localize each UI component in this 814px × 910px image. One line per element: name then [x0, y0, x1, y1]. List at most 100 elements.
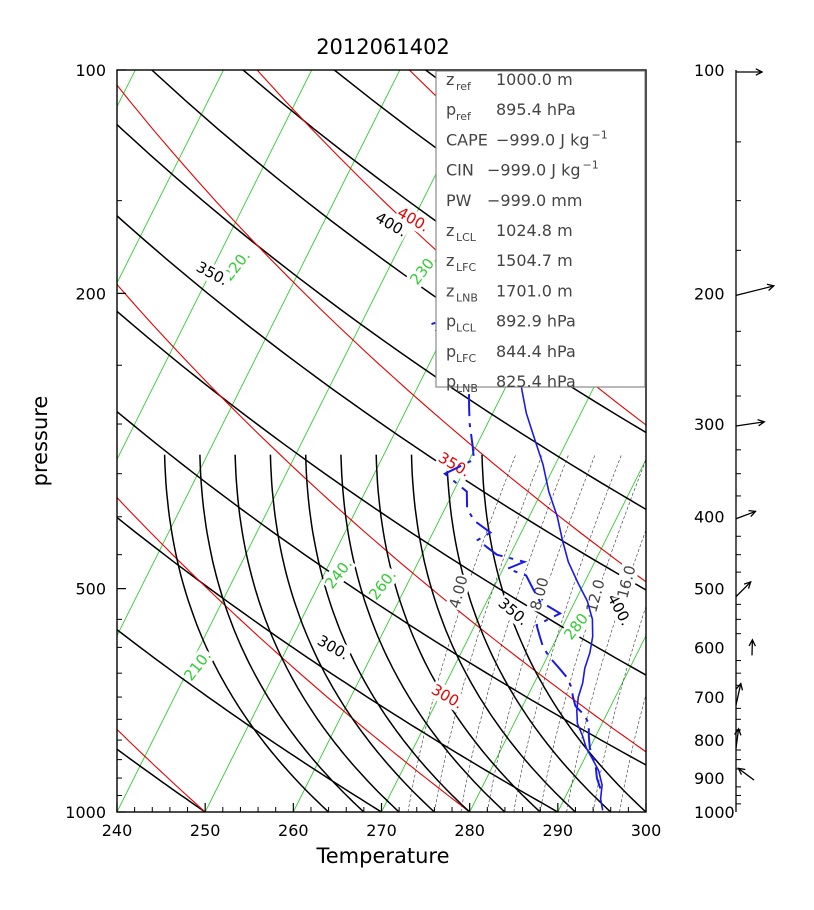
- parameter-name: z: [446, 221, 454, 240]
- chart-title: 2012061402: [316, 35, 450, 59]
- moist-adiabat-line: [117, 84, 646, 583]
- background-line-label: 210.: [180, 647, 215, 684]
- wind-vector-arrow: [735, 285, 774, 296]
- moist-pseudo-adiabat-line: [304, 454, 471, 812]
- moist-pseudo-adiabat-line: [269, 454, 435, 812]
- parameter-value: −999.0 J kg: [487, 161, 581, 180]
- wind-vector-arrow: [735, 421, 765, 427]
- label-backdrop: [603, 589, 636, 630]
- label-backdrop: [434, 447, 475, 482]
- parameter-row: z LFC 1504.7 m: [446, 251, 573, 274]
- mixing-ratio-line: [487, 454, 596, 812]
- wind-vector-arrowhead: [743, 580, 752, 589]
- parameter-name: PW: [446, 191, 472, 210]
- parameter-value: 895.4 hPa: [496, 100, 576, 119]
- parameter-subscript: LFC: [456, 261, 476, 274]
- isotherm-line: [117, 70, 224, 285]
- wind-vector-arrowhead: [734, 727, 742, 736]
- parameter-row: p LNB 825.4 hPa: [446, 372, 576, 395]
- parameter-row: z LCL 1024.8 m: [446, 221, 573, 244]
- x-tick-label: 240: [102, 821, 133, 840]
- parameter-row: CAPE −999.0 J kg −1: [446, 128, 608, 149]
- y-tick-label: 100: [75, 61, 106, 80]
- parameter-name: z: [446, 251, 454, 270]
- isotherm-line: [117, 70, 489, 812]
- parameter-name: CIN: [446, 161, 474, 180]
- wind-pressure-label: 1000: [694, 803, 735, 822]
- isotherm-line: [117, 70, 401, 637]
- x-tick-label: 270: [366, 821, 397, 840]
- wind-vector-arrowhead: [748, 509, 757, 518]
- parameter-subscript: ref: [456, 80, 472, 93]
- parameter-name: z: [446, 70, 454, 89]
- parameter-name: p: [446, 372, 456, 391]
- parameter-value: 1504.7 m: [496, 251, 573, 270]
- x-axis-label: Temperature: [315, 844, 449, 868]
- y-tick-label: 1000: [65, 803, 106, 822]
- wind-vector-arrowhead: [737, 767, 746, 775]
- x-tick-label: 280: [454, 821, 485, 840]
- parameter-value: 1000.0 m: [496, 70, 573, 89]
- wind-vector-arrowhead: [755, 68, 764, 76]
- x-tick-label: 260: [278, 821, 309, 840]
- label-backdrop: [493, 593, 533, 630]
- label-backdrop: [364, 565, 401, 605]
- isotherm-line: [557, 634, 646, 812]
- mixing-ratio-line: [592, 605, 646, 812]
- wind-pressure-label: 300: [694, 415, 725, 434]
- wind-pressure-label: 400: [694, 508, 725, 527]
- dewpoint-profile-line: [429, 301, 602, 789]
- label-backdrop: [613, 562, 640, 602]
- moist-pseudo-adiabat-line: [340, 454, 506, 812]
- dry-adiabat-line: [117, 410, 646, 766]
- parameter-subscript: LNB: [456, 291, 478, 304]
- parameter-row: PW −999.0 mm: [446, 191, 582, 210]
- parameter-box-frame: [435, 70, 646, 388]
- background-line-label: 4.00: [446, 573, 472, 610]
- parameter-name: p: [446, 100, 456, 119]
- label-backdrop: [179, 646, 216, 686]
- x-tick-label: 250: [190, 821, 221, 840]
- background-lines: [117, 70, 646, 812]
- parameter-subscript: LNB: [456, 382, 478, 395]
- parameter-value: −999.0 J kg: [496, 130, 590, 149]
- wind-vector-arrow: [735, 728, 740, 749]
- parameter-value: 1024.8 m: [496, 221, 573, 240]
- wind-pressure-label: 500: [694, 580, 725, 599]
- label-backdrop: [445, 572, 472, 612]
- parameter-value: 825.4 hPa: [496, 372, 576, 391]
- wind-pressure-label: 600: [694, 638, 725, 657]
- x-tick-label: 290: [543, 821, 574, 840]
- parameter-row: p LCL 892.9 hPa: [446, 312, 576, 335]
- isotherm-line: [117, 70, 136, 108]
- mixing-ratio-line: [460, 454, 569, 812]
- isotherm-line: [117, 70, 313, 461]
- moist-pseudo-adiabat-line: [199, 454, 365, 812]
- label-backdrop: [393, 202, 434, 237]
- moist-pseudo-adiabat-line: [163, 454, 330, 812]
- parameter-subscript: LFC: [456, 352, 476, 365]
- wind-vector-arrowhead: [757, 418, 766, 427]
- wind-pressure-label: 700: [694, 688, 725, 707]
- parameter-superscript: −1: [583, 159, 599, 172]
- parameter-value: 844.4 hPa: [496, 342, 576, 361]
- moist-adiabat-line: [117, 283, 646, 753]
- parameter-row: z ref 1000.0 m: [446, 70, 573, 93]
- parameter-row: p ref 895.4 hPa: [446, 100, 576, 123]
- parameter-row: p LFC 844.4 hPa: [446, 342, 576, 365]
- background-line-label: 16.0: [614, 563, 640, 600]
- y-tick-label: 500: [75, 580, 106, 599]
- dry-adiabat-line: [117, 123, 646, 511]
- mixing-ratio-line: [539, 458, 646, 812]
- parameter-name: z: [446, 281, 454, 300]
- parameter-subscript: LCL: [456, 322, 477, 335]
- label-backdrop: [371, 207, 412, 242]
- wind-pressure-label: 100: [694, 61, 725, 80]
- wind-vector-arrow: [738, 767, 755, 781]
- dry-adiabat-line: [117, 214, 646, 591]
- parameter-row: CIN −999.0 J kg −1: [446, 159, 599, 180]
- background-line-label: 12.0: [583, 577, 609, 614]
- wind-vector-arrow: [735, 510, 756, 520]
